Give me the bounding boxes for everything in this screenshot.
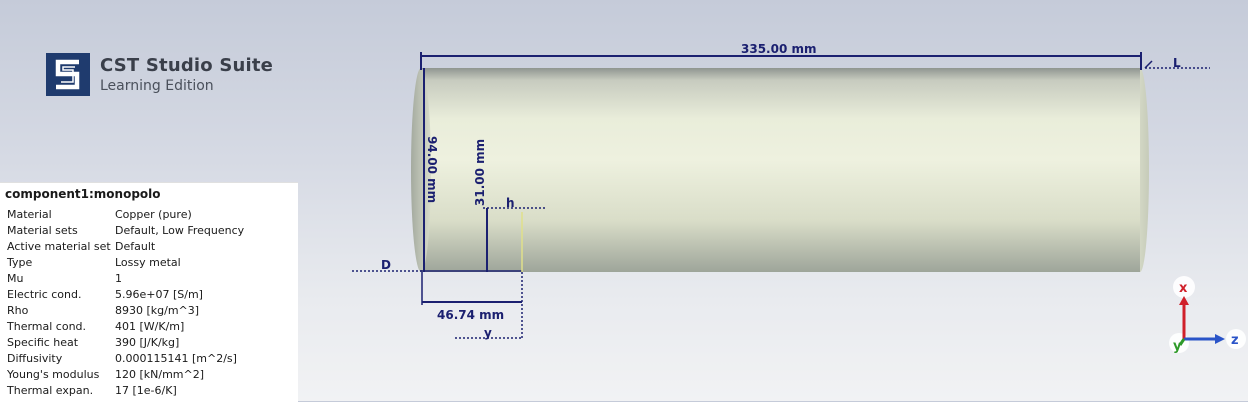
property-row: Young's modulus 120 [kN/mm^2] (0, 368, 298, 384)
diameter-label: 94.00 mm (425, 136, 439, 203)
property-key: Young's modulus (7, 368, 100, 381)
property-row: Specific heat 390 [J/K/kg] (0, 336, 298, 352)
property-value: 120 [kN/mm^2] (115, 368, 205, 381)
property-value: 0.000115141 [m^2/s] (115, 352, 237, 365)
offset-param-label: y (484, 326, 492, 340)
property-key: Type (7, 256, 33, 269)
monopole-cylinder[interactable] (411, 68, 1149, 272)
length-label: 335.00 mm (741, 42, 817, 56)
property-row: Rho 8930 [kg/m^3] (0, 304, 298, 320)
height-dimension[interactable] (483, 207, 545, 272)
property-row: Material Copper (pure) (0, 208, 298, 224)
property-value: 401 [W/K/m] (115, 320, 185, 333)
property-row: Thermal expan. 17 [1e-6/K] (0, 384, 298, 400)
property-row: Mu 1 (0, 272, 298, 288)
property-value: Default (115, 240, 156, 253)
property-value: Default, Low Frequency (115, 224, 245, 237)
axis-x-label: x (1179, 281, 1188, 296)
offset-label: 46.74 mm (437, 308, 504, 322)
height-label: 31.00 mm (473, 139, 487, 206)
property-key: Electric cond. (7, 288, 82, 301)
property-key: Rho (7, 304, 29, 317)
property-key: Mu (7, 272, 24, 285)
length-param-label: L (1173, 56, 1181, 70)
property-key: Thermal cond. (7, 320, 87, 333)
cst-logo-icon (46, 53, 90, 96)
property-key: Diffusivity (7, 352, 63, 365)
property-key: Material sets (7, 224, 78, 237)
property-key: Material (7, 208, 52, 221)
brand-subtitle: Learning Edition (100, 78, 214, 94)
property-row: Type Lossy metal (0, 256, 298, 272)
property-value: 17 [1e-6/K] (115, 384, 177, 397)
property-key: Active material set (7, 240, 111, 253)
property-value: Lossy metal (115, 256, 181, 269)
property-row: Electric cond. 5.96e+07 [S/m] (0, 288, 298, 304)
property-row: Diffusivity 0.000115141 [m^2/s] (0, 352, 298, 368)
offset-dimension[interactable] (421, 272, 523, 340)
axis-y-label: y (1173, 339, 1182, 354)
property-key: Thermal expan. (7, 384, 94, 397)
property-value: 390 [J/K/kg] (115, 336, 180, 349)
axis-z-label: z (1231, 333, 1239, 348)
properties-title: component1:monopolo (5, 187, 161, 201)
height-param-label: h (506, 196, 515, 210)
property-key: Specific heat (7, 336, 79, 349)
property-row: Material sets Default, Low Frequency (0, 224, 298, 240)
properties-panel: component1:monopolo Material Copper (pur… (0, 182, 298, 402)
property-row: Thermal cond. 401 [W/K/m] (0, 320, 298, 336)
diameter-dimension[interactable] (352, 68, 487, 272)
property-value: 1 (115, 272, 122, 285)
axis-triad[interactable]: x y z (1169, 276, 1246, 354)
property-value: 8930 [kg/m^3] (115, 304, 200, 317)
brand-title: CST Studio Suite (100, 55, 274, 76)
property-row: Active material set Default (0, 240, 298, 256)
length-dimension[interactable] (420, 52, 1210, 70)
property-value: Copper (pure) (115, 208, 192, 221)
diameter-param-label: D (381, 258, 391, 272)
property-value: 5.96e+07 [S/m] (115, 288, 203, 301)
